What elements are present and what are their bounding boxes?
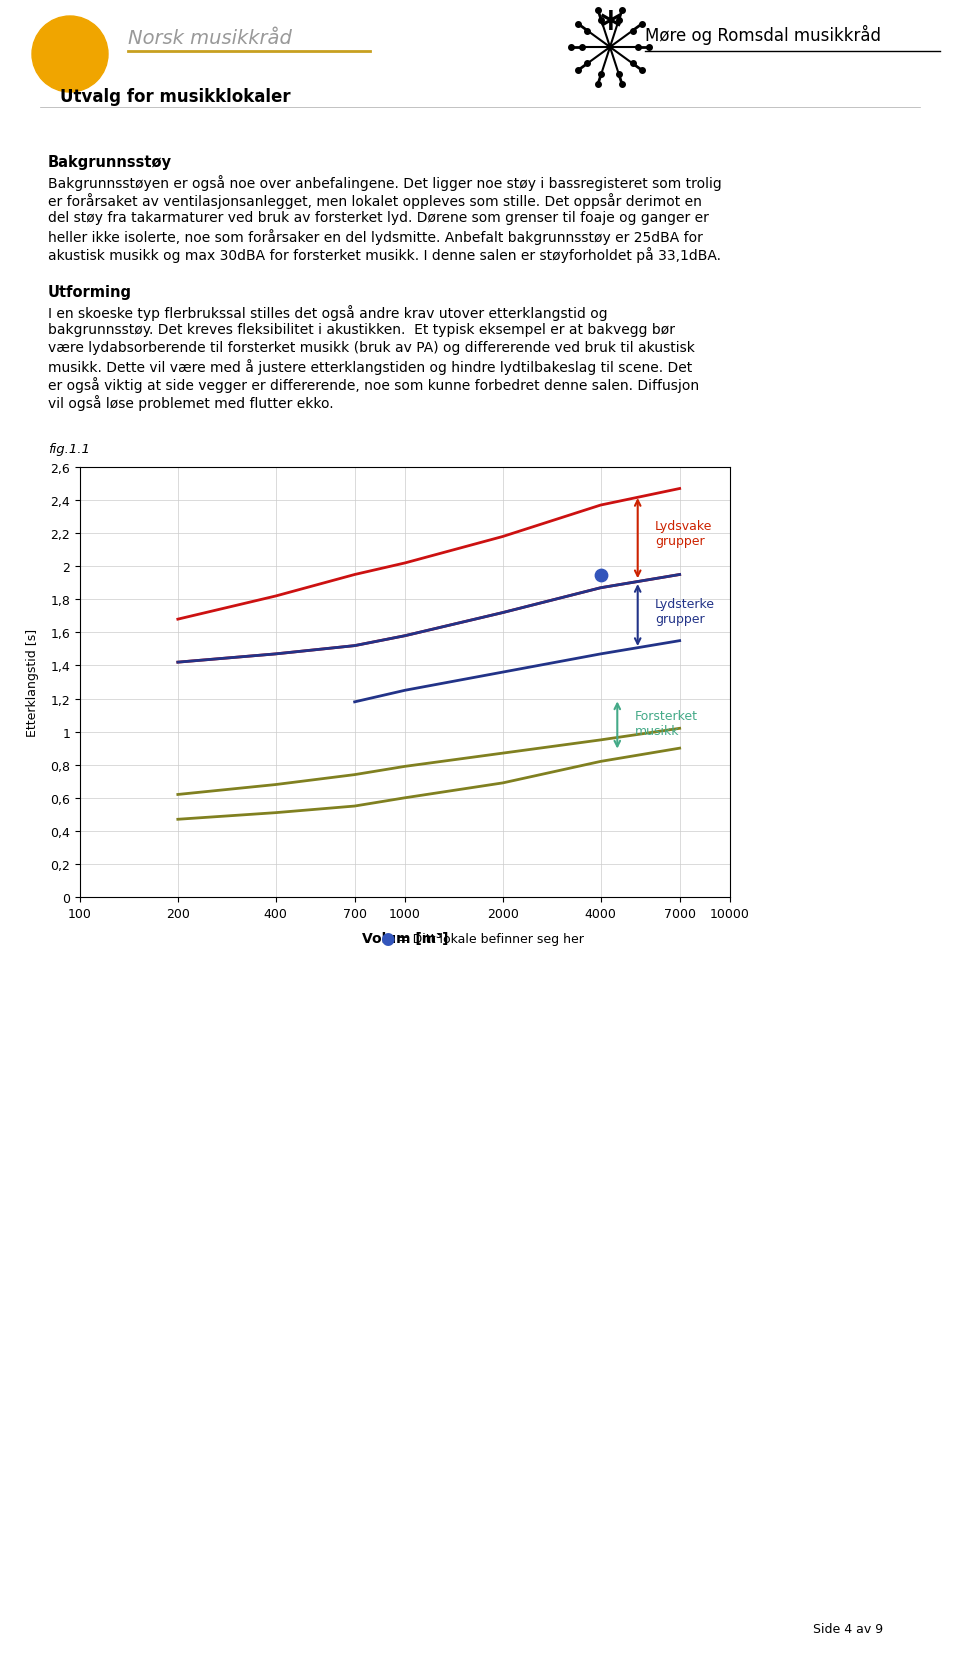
Text: er også viktig at side vegger er differerende, noe som kunne forbedret denne sal: er også viktig at side vegger er differe… — [48, 377, 699, 392]
Text: er forårsaket av ventilasjonsanlegget, men lokalet oppleves som stille. Det opps: er forårsaket av ventilasjonsanlegget, m… — [48, 194, 702, 209]
Text: Bakgrunnsstøyen er også noe over anbefalingene. Det ligger noe støy i bassregist: Bakgrunnsstøyen er også noe over anbefal… — [48, 175, 722, 190]
Text: Lydsterke
grupper: Lydsterke grupper — [655, 597, 715, 626]
X-axis label: Volum [m³]: Volum [m³] — [362, 932, 448, 945]
Text: heller ikke isolerte, noe som forårsaker en del lydsmitte. Anbefalt bakgrunnsstø: heller ikke isolerte, noe som forårsaker… — [48, 228, 703, 245]
Point — [593, 563, 609, 589]
Text: Side 4 av 9: Side 4 av 9 — [813, 1622, 883, 1635]
Text: vil også løse problemet med flutter ekko.: vil også løse problemet med flutter ekko… — [48, 396, 334, 410]
Text: Lydsvake
grupper: Lydsvake grupper — [655, 520, 712, 548]
Text: Forsterket
musikk: Forsterket musikk — [635, 710, 698, 738]
Y-axis label: Etterklangstid [s]: Etterklangstid [s] — [26, 629, 39, 736]
Text: musikk. Dette vil være med å justere etterklangstiden og hindre lydtilbakeslag t: musikk. Dette vil være med å justere ett… — [48, 359, 692, 374]
Text: Utvalg for musikklokaler: Utvalg for musikklokaler — [60, 88, 291, 106]
Text: ●: ● — [380, 930, 395, 948]
Text: Møre og Romsdal musikkråd: Møre og Romsdal musikkråd — [645, 25, 881, 45]
Text: *: * — [599, 8, 621, 51]
Text: fig.1.1: fig.1.1 — [48, 444, 90, 455]
Text: Bakgrunnsstøy: Bakgrunnsstøy — [48, 156, 172, 170]
Text: være lydabsorberende til forsterket musikk (bruk av PA) og differerende ved bruk: være lydabsorberende til forsterket musi… — [48, 341, 695, 354]
Text: = Ditt lokale befinner seg her: = Ditt lokale befinner seg her — [398, 932, 584, 945]
Text: del støy fra takarmaturer ved bruk av forsterket lyd. Dørene som grenser til foa: del støy fra takarmaturer ved bruk av fo… — [48, 210, 708, 225]
Circle shape — [32, 17, 108, 93]
Text: akustisk musikk og max 30dBA for forsterket musikk. I denne salen er støyforhold: akustisk musikk og max 30dBA for forster… — [48, 247, 721, 263]
Text: Utforming: Utforming — [48, 285, 132, 300]
Text: Norsk musikkråd: Norsk musikkråd — [128, 28, 292, 48]
Text: I en skoeske typ flerbrukssal stilles det også andre krav utover etterklangstid : I en skoeske typ flerbrukssal stilles de… — [48, 305, 608, 321]
Text: bakgrunnsstøy. Det kreves fleksibilitet i akustikken.  Et typisk eksempel er at : bakgrunnsstøy. Det kreves fleksibilitet … — [48, 323, 675, 338]
